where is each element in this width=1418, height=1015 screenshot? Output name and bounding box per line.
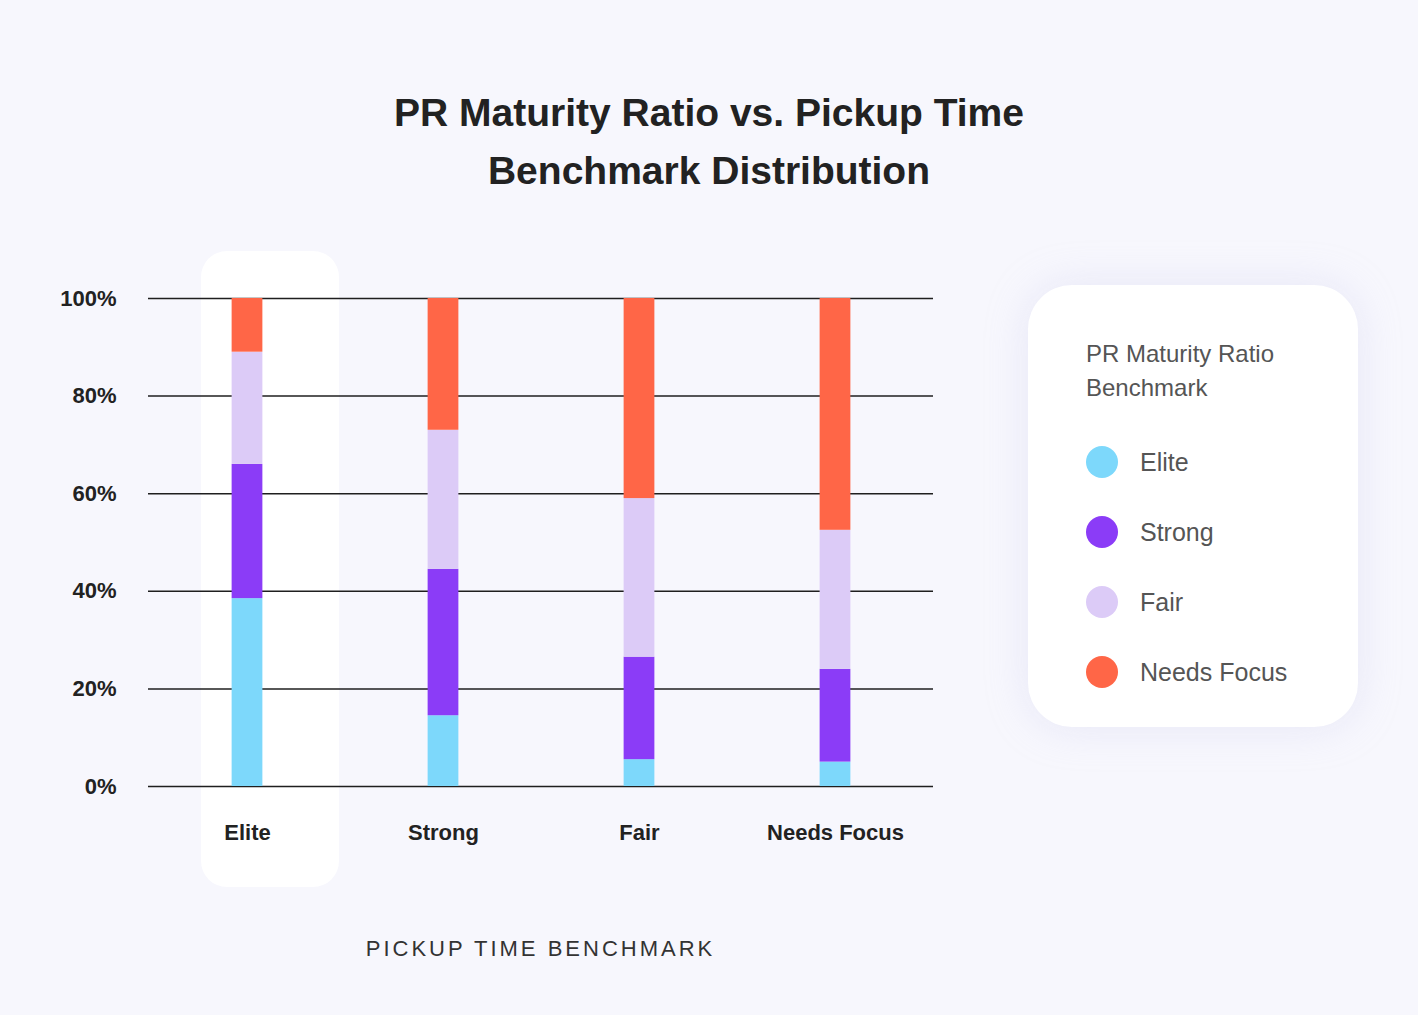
- svg-text:100%: 100%: [60, 286, 116, 311]
- html-text:Elite: Elite: [1140, 447, 1189, 476]
- svg-text:0%: 0%: [85, 774, 117, 799]
- svg-text:80%: 80%: [72, 383, 116, 408]
- svg-text:20%: 20%: [72, 676, 116, 701]
- svg-text:40%: 40%: [72, 578, 116, 603]
- html-text:PICKUP TIME BENCHMARK: PICKUP TIME BENCHMARK: [365, 936, 716, 961]
- html-text:PR Maturity Ratio Benchmark: PR Maturity Ratio Benchmark: [1086, 340, 1275, 401]
- svg-text:Elite: Elite: [224, 820, 270, 845]
- html-text:Needs Focus: Needs Focus: [1140, 657, 1288, 686]
- svg-text:Strong: Strong: [408, 820, 479, 845]
- svg-text:60%: 60%: [72, 481, 116, 506]
- svg-text:Fair: Fair: [619, 820, 660, 845]
- html-text:Strong: Strong: [1140, 517, 1214, 546]
- html-text:PR Maturity Ratio vs. Pickup T: PR Maturity Ratio vs. Pickup Time Benchm…: [394, 91, 1024, 192]
- html-text:Fair: Fair: [1140, 587, 1184, 616]
- svg-text:Needs Focus: Needs Focus: [767, 820, 904, 845]
